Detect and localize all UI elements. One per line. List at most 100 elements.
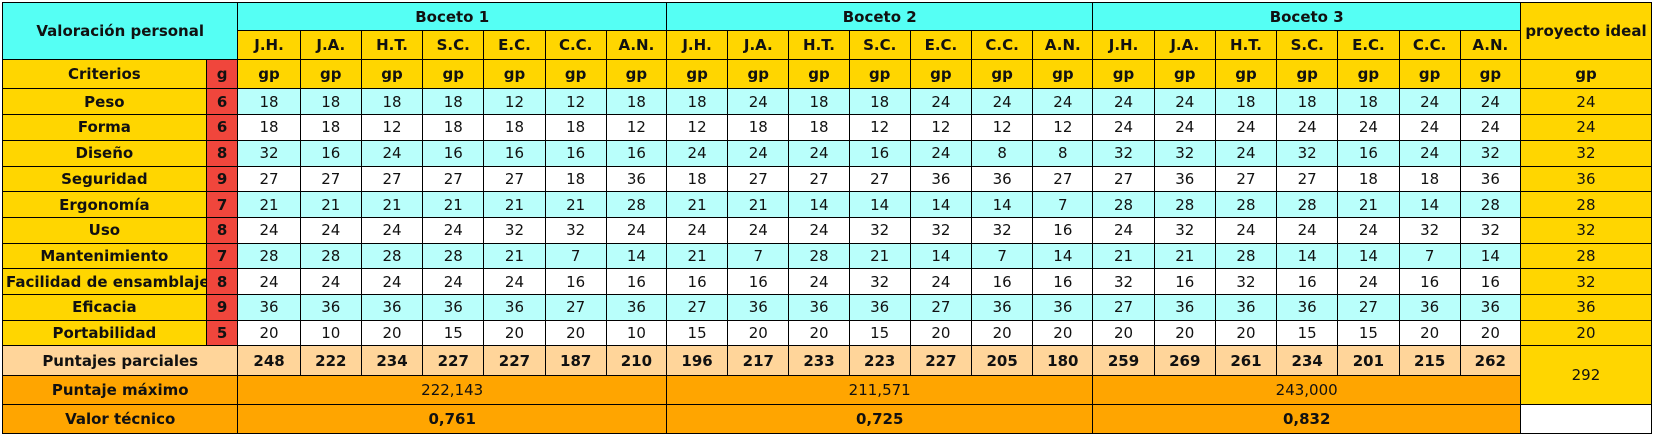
evaluator-header: J.A. [1153, 30, 1216, 61]
evaluator-header: H.T. [1214, 30, 1278, 61]
criterion-weight: 9 [205, 165, 239, 193]
score-cell: 36 [1459, 294, 1521, 321]
score-cell: 18 [1337, 165, 1400, 193]
score-cell: 14 [1459, 242, 1521, 270]
score-cell: 24 [1092, 216, 1155, 244]
score-cell: 28 [1459, 191, 1521, 218]
criterion-name: Seguridad [2, 165, 207, 193]
tecnico-label: Valor técnico [1, 403, 239, 435]
score-cell: 36 [971, 165, 1034, 193]
score-cell: 15 [848, 319, 911, 347]
score-cell: 21 [422, 191, 485, 218]
score-cell: 21 [237, 191, 301, 218]
gp-header: gp [727, 59, 790, 90]
ideal-score: 28 [1519, 191, 1653, 218]
score-cell: 32 [1153, 216, 1216, 244]
score-cell: 32 [1092, 139, 1155, 167]
tecnico-value: 0,725 [665, 403, 1094, 435]
criterion-weight: 7 [205, 242, 239, 270]
gp-header: gp [788, 59, 850, 90]
ideal-score: 36 [1519, 294, 1653, 321]
score-cell: 27 [483, 165, 546, 193]
score-cell: 24 [727, 88, 790, 116]
score-cell: 27 [727, 165, 790, 193]
score-cell: 21 [299, 191, 362, 218]
score-cell: 36 [605, 294, 667, 321]
score-cell: 16 [1337, 139, 1400, 167]
score-cell: 24 [909, 268, 973, 296]
ideal-score: 24 [1519, 88, 1653, 116]
score-cell: 21 [727, 191, 790, 218]
score-cell: 24 [909, 139, 973, 167]
score-cell: 24 [1214, 114, 1278, 141]
score-cell: 16 [1276, 268, 1339, 296]
score-cell: 18 [727, 114, 790, 141]
score-cell: 24 [237, 268, 301, 296]
score-cell: 16 [1459, 268, 1521, 296]
evaluator-header: J.H. [237, 30, 301, 61]
score-cell: 36 [1459, 165, 1521, 193]
score-cell: 27 [1092, 294, 1155, 321]
table-row: Eficacia 9 36 36 36 36 36 27 36 27 36 36 36 27 36 36 27 3… [2, 294, 1653, 321]
score-cell: 24 [1214, 216, 1278, 244]
score-cell: 16 [483, 139, 546, 167]
partial-score: 215 [1398, 345, 1461, 376]
criterios-header: Criterios [2, 59, 207, 90]
score-cell: 36 [422, 294, 485, 321]
score-cell: 28 [237, 242, 301, 270]
score-cell: 24 [788, 216, 850, 244]
score-cell: 24 [1398, 114, 1461, 141]
score-cell: 16 [1153, 268, 1216, 296]
score-cell: 28 [1153, 191, 1216, 218]
score-cell: 16 [665, 268, 729, 296]
score-cell: 20 [360, 319, 424, 347]
score-cell: 24 [1398, 88, 1461, 116]
maximo-value: 222,143 [237, 374, 667, 405]
score-cell: 27 [1214, 165, 1278, 193]
score-cell: 18 [483, 114, 546, 141]
gp-header: gp [848, 59, 911, 90]
score-cell: 15 [1276, 319, 1339, 347]
evaluator-header: C.C. [544, 30, 607, 61]
evaluator-header: E.C. [909, 30, 973, 61]
score-cell: 24 [605, 216, 667, 244]
partial-score: 180 [1032, 345, 1094, 376]
score-cell: 36 [727, 294, 790, 321]
score-cell: 7 [1032, 191, 1094, 218]
score-cell: 8 [1032, 139, 1094, 167]
gp-header: gp [1153, 59, 1216, 90]
score-cell: 24 [1459, 114, 1521, 141]
score-cell: 16 [727, 268, 790, 296]
table-row: Facilidad de ensamblaje 8 24 24 24 24 24 16 16 16… [2, 268, 1653, 296]
score-cell: 32 [1276, 139, 1339, 167]
evaluator-header: S.C. [422, 30, 485, 61]
ideal-header: proyecto ideal [1519, 1, 1653, 61]
score-cell: 21 [848, 242, 911, 270]
score-cell: 20 [1214, 319, 1278, 347]
score-cell: 24 [1276, 216, 1339, 244]
gp-header: gp [1092, 59, 1155, 90]
header-row-bocetos: Valoración personal Boceto 1 Boceto 2 Bocet… [1, 1, 1653, 61]
score-cell: 36 [971, 294, 1034, 321]
score-cell: 24 [360, 139, 424, 167]
partial-score: 262 [1459, 345, 1521, 376]
evaluator-header: S.C. [848, 30, 911, 61]
evaluator-header: S.C. [1276, 30, 1339, 61]
score-cell: 24 [1337, 268, 1400, 296]
score-cell: 12 [360, 114, 424, 141]
score-cell: 12 [665, 114, 729, 141]
maximo-row: Puntaje máximo 222,143 211,571 243,000 [1, 374, 1652, 405]
score-cell: 36 [848, 294, 911, 321]
gp-header: gp [665, 59, 729, 90]
score-cell: 27 [1276, 165, 1339, 193]
score-cell: 16 [605, 139, 667, 167]
score-cell: 16 [1032, 216, 1094, 244]
ideal-total: 292 [1519, 345, 1653, 405]
evaluator-header: A.N. [1032, 30, 1094, 61]
evaluator-header: H.T. [788, 30, 850, 61]
g-header: g [205, 59, 239, 90]
score-cell: 18 [544, 165, 607, 193]
score-cell: 36 [360, 294, 424, 321]
gp-header: gp [237, 59, 301, 90]
score-cell: 20 [971, 319, 1034, 347]
